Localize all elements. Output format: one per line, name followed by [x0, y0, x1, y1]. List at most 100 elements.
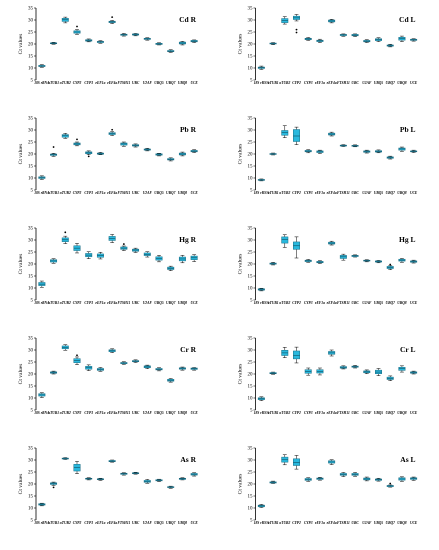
x-tick-label: UBQ5 — [374, 191, 384, 195]
outlier-point — [76, 138, 78, 141]
y-tick-label: 25 — [28, 361, 34, 366]
y-tick-label: 20 — [28, 373, 34, 378]
y-tick-label: 25 — [248, 141, 254, 146]
x-tick-label: CYP3 — [84, 301, 93, 305]
outlier-point — [52, 486, 55, 489]
y-axis-label: Ct values — [238, 34, 244, 55]
panel-title: Hg L — [399, 235, 415, 244]
y-tick-label: 15 — [28, 385, 34, 390]
x-tick-label: αTUB2 — [60, 301, 71, 305]
panel-title: Cr R — [180, 345, 196, 354]
x-tick-label: 18S rRNA — [34, 191, 50, 195]
x-tick-label: UBQ7 — [386, 301, 396, 305]
outlier-point — [295, 28, 298, 31]
outlier-point — [389, 482, 392, 485]
x-tick-label: eEF1a — [315, 191, 325, 195]
y-tick-label: 5 — [250, 409, 253, 414]
x-tick-label: UBQ5 — [154, 301, 164, 305]
y-tick-label: 5 — [250, 519, 253, 524]
x-tick-label: αTUB2 — [60, 191, 71, 195]
x-tick-label: CYP2 — [292, 521, 301, 525]
x-tick-label: UBC — [351, 81, 359, 85]
x-tick-label: CYP3 — [84, 521, 93, 525]
x-tick-label: FTSH11 — [337, 81, 350, 85]
x-tick-label: U2AF — [362, 521, 372, 525]
x-tick-label: UBQ7 — [166, 81, 176, 85]
x-tick-label: UBQ8 — [178, 301, 188, 305]
x-tick-label: UBQ8 — [178, 81, 188, 85]
x-tick-label: eEF4a — [327, 81, 337, 85]
x-tick-label: UCE — [190, 301, 198, 305]
x-tick-label: UBQ5 — [374, 81, 384, 85]
x-tick-label: αTUB1 — [48, 411, 59, 415]
x-tick-label: U2AF — [362, 301, 372, 305]
x-tick-label: eEF4a — [107, 301, 117, 305]
x-tick-label: U2AF — [143, 81, 153, 85]
x-tick-label: UCE — [410, 521, 418, 525]
x-tick-label: CYP2 — [73, 191, 82, 195]
x-tick-label: UBC — [132, 411, 140, 415]
panel-title: Cd R — [179, 15, 196, 24]
x-tick-label: eEF1a — [95, 81, 105, 85]
x-tick-label: UBC — [132, 521, 140, 525]
y-axis-label: Ct values — [18, 364, 24, 385]
x-tick-label: CYP3 — [304, 191, 313, 195]
y-tick-label: 35 — [248, 117, 254, 122]
x-tick-label: eEF1a — [95, 191, 105, 195]
y-tick-label: 30 — [248, 349, 254, 354]
x-tick-label: UBQ5 — [374, 301, 384, 305]
panel-title: As R — [180, 455, 196, 464]
x-tick-label: eEF4a — [107, 81, 117, 85]
x-tick-label: αTUB1 — [48, 521, 59, 525]
x-tick-label: FTSH11 — [337, 301, 350, 305]
x-tick-label: 18S rRNA — [254, 411, 270, 415]
y-tick-label: 25 — [248, 251, 254, 256]
y-axis-label: Ct values — [18, 144, 24, 165]
y-tick-label: 25 — [248, 31, 254, 36]
outlier-point — [76, 354, 78, 357]
x-tick-label: U2AF — [362, 411, 372, 415]
x-tick-label: UCE — [190, 81, 198, 85]
y-tick-label: 15 — [248, 55, 254, 60]
y-tick-label: 10 — [28, 397, 34, 402]
y-axis-label: Ct values — [238, 254, 244, 275]
x-tick-label: UBQ7 — [386, 81, 396, 85]
outlier-point — [52, 146, 55, 148]
x-tick-label: CYP2 — [292, 191, 301, 195]
x-tick-label: FTSH11 — [117, 191, 130, 195]
y-tick-label: 25 — [248, 471, 254, 476]
x-tick-label: 18S rRNA — [34, 81, 50, 85]
x-tick-label: eEF1a — [315, 521, 325, 525]
y-tick-label: 20 — [248, 263, 254, 268]
y-tick-label: 35 — [28, 7, 34, 12]
x-tick-label: CYP3 — [304, 81, 313, 85]
x-tick-label: UCE — [410, 81, 418, 85]
outlier-point — [122, 243, 125, 245]
panel-title: Cd L — [399, 15, 415, 24]
y-tick-label: 15 — [248, 275, 254, 280]
x-tick-label: UBQ5 — [374, 521, 384, 525]
y-tick-label: 5 — [250, 79, 253, 84]
x-tick-label: U2AF — [362, 81, 372, 85]
x-tick-label: CYP2 — [292, 301, 301, 305]
y-tick-label: 20 — [248, 153, 254, 158]
y-tick-label: 5 — [250, 189, 253, 194]
y-tick-label: 15 — [28, 165, 34, 170]
x-tick-label: eEF4a — [327, 411, 337, 415]
x-tick-label: 18S rRNA — [254, 191, 270, 195]
x-tick-label: 18S rRNA — [254, 521, 270, 525]
panel-title: Pb R — [180, 125, 197, 134]
y-tick-label: 30 — [248, 459, 254, 464]
y-tick-label: 5 — [31, 409, 34, 414]
x-tick-label: αTUB1 — [48, 81, 59, 85]
y-tick-label: 35 — [248, 7, 254, 12]
outlier-point — [111, 128, 114, 131]
y-tick-label: 30 — [28, 239, 34, 244]
y-tick-label: 15 — [28, 275, 34, 280]
y-tick-label: 5 — [31, 519, 34, 524]
y-tick-label: 15 — [248, 495, 254, 500]
x-tick-label: αTUB2 — [60, 521, 71, 525]
y-axis-label: Ct values — [238, 474, 244, 495]
y-tick-label: 15 — [248, 385, 254, 390]
